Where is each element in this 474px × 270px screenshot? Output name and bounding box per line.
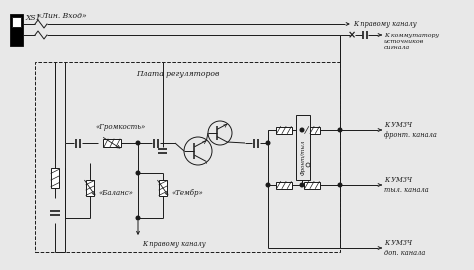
Bar (12, 17, 21, 27)
Bar (159, 180, 167, 196)
Text: К правому каналу: К правому каналу (142, 240, 206, 248)
Circle shape (338, 128, 342, 132)
Text: К УМЗЧ
доп. канала: К УМЗЧ доп. канала (384, 239, 425, 256)
Circle shape (136, 141, 140, 145)
Circle shape (266, 183, 270, 187)
Circle shape (266, 141, 270, 145)
Bar (35, 62, 340, 252)
Text: «Баланс»: «Баланс» (98, 189, 133, 197)
Bar (103, 139, 121, 147)
Text: «Громкость»: «Громкость» (95, 123, 145, 131)
Text: К коммутатору
источников
сигнала: К коммутатору источников сигнала (384, 33, 439, 50)
Text: ×: × (348, 30, 356, 40)
Text: Плата регуляторов: Плата регуляторов (136, 70, 219, 78)
Bar (86, 180, 94, 196)
Text: «Лин. Вход»: «Лин. Вход» (37, 12, 87, 20)
Bar (304, 127, 320, 133)
Circle shape (300, 183, 304, 187)
Bar (276, 181, 292, 188)
Bar (10, 14, 23, 46)
Text: К УМЗЧ
фронт. канала: К УМЗЧ фронт. канала (384, 122, 437, 139)
Circle shape (136, 171, 140, 175)
Text: Фронт/тыл: Фронт/тыл (301, 140, 306, 175)
Text: «Тембр»: «Тембр» (171, 189, 203, 197)
Text: XS1: XS1 (26, 14, 42, 22)
Bar (51, 168, 59, 188)
Circle shape (136, 216, 140, 220)
Circle shape (338, 183, 342, 187)
Text: К правому каналу: К правому каналу (353, 20, 417, 28)
Bar (304, 181, 320, 188)
Text: К УМЗЧ
тыл. канала: К УМЗЧ тыл. канала (384, 176, 429, 194)
Bar (276, 127, 292, 133)
Bar (296, 115, 310, 180)
Circle shape (300, 128, 304, 132)
